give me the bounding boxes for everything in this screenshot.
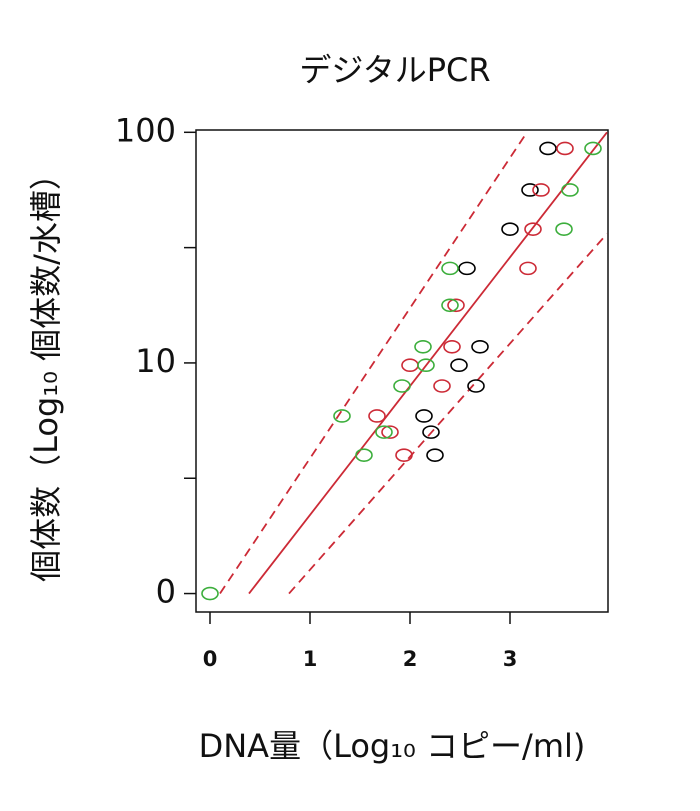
- fit-line: [248, 131, 608, 595]
- point: [471, 339, 489, 354]
- point: [524, 222, 542, 236]
- point: [539, 141, 557, 156]
- point: [521, 183, 539, 197]
- fit-line: [219, 131, 528, 595]
- point: [501, 222, 519, 236]
- point: [458, 261, 476, 276]
- x-tick-label: 3: [503, 647, 518, 671]
- point: [467, 379, 485, 393]
- point: [532, 183, 550, 197]
- y-tick-label: 0: [156, 573, 176, 611]
- point: [368, 409, 386, 423]
- point: [395, 448, 413, 462]
- point: [519, 261, 537, 276]
- point: [401, 358, 419, 373]
- point: [201, 586, 219, 601]
- point: [422, 425, 440, 439]
- point: [415, 409, 433, 423]
- x-tick-label: 2: [403, 647, 418, 671]
- point: [355, 448, 373, 462]
- y-axis-label: 個体数（Log₁₀ 個体数/水槽）: [27, 158, 65, 582]
- point: [393, 379, 411, 393]
- point: [450, 358, 468, 373]
- point: [555, 222, 573, 236]
- plot-frame: [195, 129, 609, 613]
- point: [333, 409, 351, 423]
- x-axis-label: DNA量（Log₁₀ コピー/ml): [199, 727, 586, 765]
- fit-line: [288, 233, 608, 595]
- point: [556, 141, 574, 156]
- x-tick-label: 0: [203, 647, 218, 671]
- point: [561, 183, 579, 197]
- point: [414, 339, 432, 354]
- point: [447, 298, 465, 313]
- point: [443, 339, 461, 354]
- point: [433, 379, 451, 393]
- point: [584, 141, 602, 156]
- point: [441, 298, 459, 313]
- point: [417, 358, 435, 373]
- y-tick-label: 100: [115, 111, 176, 149]
- point: [375, 425, 393, 439]
- point: [381, 425, 399, 439]
- chart-title: デジタルPCR: [299, 51, 490, 89]
- x-tick-label: 1: [303, 647, 318, 671]
- point: [441, 261, 459, 276]
- y-tick-label: 10: [135, 342, 176, 380]
- point: [426, 448, 444, 462]
